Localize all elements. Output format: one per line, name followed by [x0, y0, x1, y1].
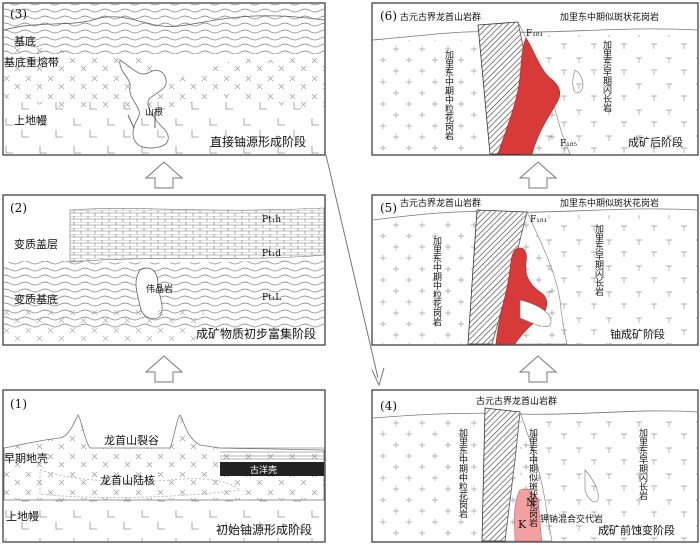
diorite-label-4: 加里东早期闪长岩 — [637, 428, 648, 501]
stage-1-title: 初始铀源形成阶段 — [216, 522, 312, 537]
panel-5-number: (5) — [380, 201, 397, 215]
k-label: K — [518, 518, 527, 531]
panel-4: (4) 古元古界龙首山岩群 加里东中期中粒花岗岩 加里东中期似斑状花岗岩 加里东… — [371, 389, 699, 543]
n-label: N — [526, 496, 536, 509]
f181-label-5: F₁₈₁ — [530, 215, 547, 225]
stage-2-title: 成矿物质初步富集阶段 — [196, 326, 316, 341]
porph-label-6: 加里东中期似斑状花岗岩 — [560, 11, 659, 23]
pt1l-label: Pt₁L — [262, 293, 281, 303]
craton-label: 龙首山陆核 — [100, 473, 155, 487]
arrow-up-4-5 — [518, 355, 558, 383]
arrow-up-2-3 — [144, 161, 184, 189]
panel-6: (6) 古元古界龙首山岩群 加里东中期似斑状花岗岩 加里东中期中粒花岗岩 加里东… — [371, 2, 699, 156]
panel-1: (1) 龙首山裂谷 早期地壳 龙首山陆核 古洋壳 上地幔 初始铀源形成阶段 — [2, 389, 326, 543]
fine-granite-label-6: 加里东中期中粒花岗岩 — [443, 50, 454, 141]
rift-label: 龙首山裂谷 — [104, 433, 159, 447]
f185-label-6: F₁₈₅ — [560, 139, 577, 149]
porph-granite-label-4: 加里东中期似斑状花岗岩 — [527, 428, 538, 528]
mixed-rock-label: 钾钠混合交代岩 — [540, 513, 603, 525]
panel-6-number: (6) — [380, 9, 397, 23]
arrow-up-5-6 — [518, 161, 558, 189]
fine-granite-label-5: 加里东中期中粒花岗岩 — [431, 236, 442, 327]
diorite-label-6: 加里东早期闪长岩 — [601, 40, 612, 113]
meta-basement-label: 变质基底 — [14, 292, 58, 306]
early-crust-label: 早期地壳 — [4, 451, 48, 465]
group-label-6: 古元古界龙首山岩群 — [400, 11, 481, 23]
ocean-crust-label: 古洋壳 — [250, 464, 277, 476]
meta-cover-label: 变质盖层 — [14, 237, 58, 251]
group-label-5: 古元古界龙首山岩群 — [400, 197, 481, 209]
panel-4-number: (4) — [380, 399, 397, 413]
basement-label: 基底 — [14, 34, 36, 48]
arrow-up-1-2 — [144, 355, 184, 383]
porph-label-5: 加里东中期似斑状花岗岩 — [560, 197, 659, 209]
connector-3-4 — [325, 154, 385, 387]
panel-2: (2) 变质盖层 变质基底 伟晶岩 Pt₁h Pt₁d Pt₁L 成矿物质初步富… — [2, 194, 326, 346]
upper-mantle-label-1: 上地幔 — [6, 510, 39, 523]
remelt-zone-label: 基底重熔带 — [4, 55, 59, 69]
pegmatite-label: 伟晶岩 — [146, 283, 173, 295]
panel-3-number: (3) — [10, 7, 27, 21]
panel-5: (5) 古元古界龙首山岩群 加里东中期似斑状花岗岩 加里东中期中粒花岗岩 加里东… — [371, 194, 699, 346]
group-label-4: 古元古界龙首山岩群 — [476, 395, 557, 407]
panel-3: (3) 基底 基底重熔带 上地幔 山根 直接铀源形成阶段 — [2, 2, 326, 156]
stage-5-title: 铀成矿阶段 — [610, 327, 665, 341]
f181-label-6: F₁₈₁ — [526, 29, 543, 39]
panel-2-number: (2) — [10, 201, 27, 215]
panel-1-number: (1) — [10, 397, 27, 411]
stage-3-title: 直接铀源形成阶段 — [210, 134, 306, 149]
stage-6-title: 成矿后阶段 — [628, 135, 683, 149]
upper-mantle-label: 上地幔 — [14, 114, 47, 127]
fine-granite-label-4: 加里东中期中粒花岗岩 — [457, 428, 468, 519]
pt1h-label: Pt₁h — [262, 215, 281, 225]
diorite-label-5: 加里东早期闪长岩 — [593, 224, 604, 297]
pt1d-label: Pt₁d — [262, 249, 281, 259]
mountain-root-label: 山根 — [145, 106, 163, 118]
stage-4-title: 成矿前蚀变阶段 — [598, 523, 675, 537]
